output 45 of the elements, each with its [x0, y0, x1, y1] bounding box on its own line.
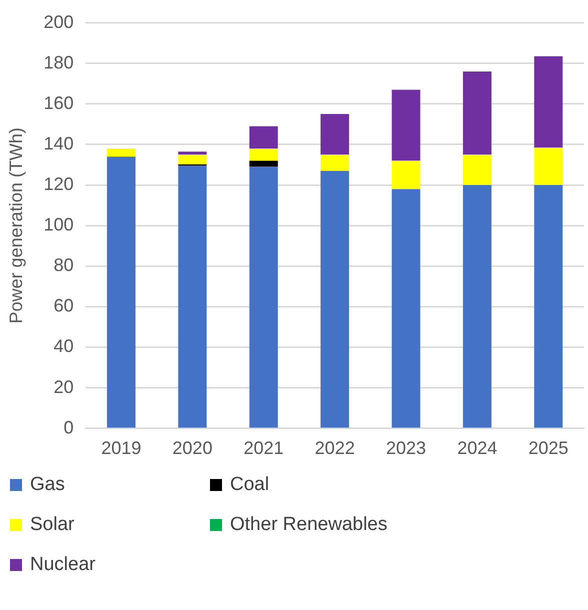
- bar: [178, 166, 207, 428]
- bar: [392, 189, 420, 428]
- bar: [392, 160, 420, 190]
- bar: [462, 71, 492, 155]
- bar: [462, 154, 492, 186]
- x-tick-label: 2024: [457, 438, 498, 458]
- y-tick-label: 80: [54, 255, 74, 276]
- bar: [320, 154, 350, 171]
- y-tick-label: 0: [64, 417, 74, 438]
- x-tick-label: 2025: [528, 438, 568, 458]
- bar: [249, 126, 278, 149]
- bar: [106, 156, 136, 428]
- legend-label: Coal: [230, 474, 270, 496]
- bar: [106, 148, 136, 157]
- bar: [320, 170, 350, 428]
- bar: [534, 148, 563, 186]
- y-tick-label: 140: [44, 133, 74, 154]
- y-tick-label: 100: [44, 214, 74, 235]
- x-tick-label: 2019: [101, 438, 142, 458]
- bar: [178, 154, 207, 164]
- x-tick-label: 2021: [244, 438, 284, 458]
- bar: [249, 148, 278, 161]
- legend-label: Solar: [30, 514, 74, 536]
- bar: [534, 185, 563, 428]
- y-tick-label: 20: [54, 376, 74, 397]
- x-tick-label: 2022: [314, 438, 355, 458]
- y-axis-title: Power generation (TWh): [6, 128, 26, 324]
- bar: [178, 152, 207, 155]
- bar: [249, 160, 278, 167]
- x-tick-label: 2020: [172, 438, 212, 458]
- y-tick-label: 200: [44, 12, 74, 32]
- bar: [462, 185, 492, 428]
- y-tick-label: 60: [54, 296, 74, 316]
- bar: [249, 166, 278, 428]
- legend-label: Other Renewables: [230, 514, 388, 536]
- legend-label: Nuclear: [30, 554, 96, 576]
- y-tick-label: 40: [54, 336, 74, 356]
- bar: [392, 90, 420, 161]
- y-tick-label: 180: [44, 52, 74, 72]
- legend-label: Gas: [30, 474, 65, 496]
- bar: [320, 114, 350, 155]
- x-tick-label: 2023: [386, 438, 426, 458]
- y-tick-label: 160: [44, 92, 74, 113]
- y-tick-label: 120: [44, 174, 74, 194]
- bar: [534, 56, 563, 148]
